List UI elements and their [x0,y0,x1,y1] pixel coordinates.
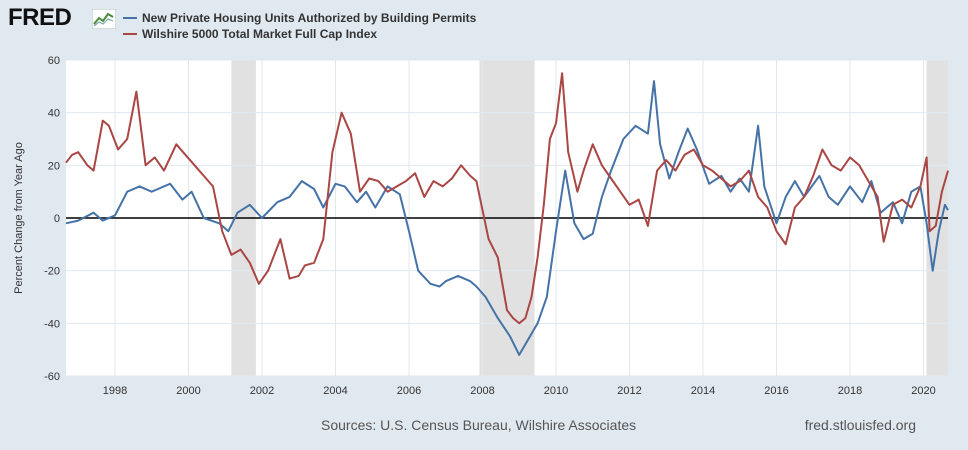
legend-swatch-series-1 [123,17,137,19]
legend-swatch-series-2 [123,33,137,35]
x-tick-label: 2016 [764,385,788,397]
x-tick-label: 2018 [838,385,862,397]
y-tick-label: 60 [48,55,60,67]
y-tick-label: 40 [48,108,60,120]
x-tick-label: 2014 [691,385,715,397]
chart-area[interactable]: -60 -40 -20 0 20 40 60 1998 2000 2002 2004 2006 200… [0,0,968,410]
x-tick-label: 2002 [250,385,274,397]
x-tick-label: 2010 [544,385,568,397]
y-tick-label: 20 [48,160,60,172]
x-tick-labels: 1998 2000 2002 2004 2006 2008 2010 2012 2014 2016… [103,385,936,397]
x-tick-label: 2004 [323,385,347,397]
legend-label-series-1: New Private Housing Units Authorized by … [142,11,477,25]
x-tick-label: 2000 [176,385,200,397]
chart-header: FRED New Private Housing Units Authorize… [0,0,968,50]
legend-item-series-2[interactable]: Wilshire 5000 Total Market Full Cap Inde… [123,26,476,42]
legend-label-series-2: Wilshire 5000 Total Market Full Cap Inde… [142,27,378,41]
series-lines [65,72,949,356]
series-line-2[interactable] [65,72,949,325]
y-tick-label: -40 [44,318,60,330]
fred-trend-line-icon [92,9,116,29]
x-tick-label: 1998 [103,385,127,397]
y-tick-label: -60 [44,371,60,383]
x-tick-label: 2020 [911,385,935,397]
y-axis-label: Percent Change from Year Ago [13,142,25,294]
y-tick-labels: -60 -40 -20 0 20 40 60 [44,55,60,383]
x-tick-label: 2008 [470,385,494,397]
x-tick-label: 2006 [397,385,421,397]
fred-logo[interactable]: FRED [8,4,72,31]
footer-url[interactable]: fred.stlouisfed.org [804,417,916,433]
chart-legend: New Private Housing Units Authorized by … [123,10,476,42]
y-tick-label: 0 [54,213,60,225]
footer-sources: Sources: U.S. Census Bureau, Wilshire As… [321,417,637,433]
legend-item-series-1[interactable]: New Private Housing Units Authorized by … [123,10,476,26]
x-tick-label: 2012 [617,385,641,397]
series-line-1[interactable] [65,80,949,356]
y-tick-label: -20 [44,266,60,278]
